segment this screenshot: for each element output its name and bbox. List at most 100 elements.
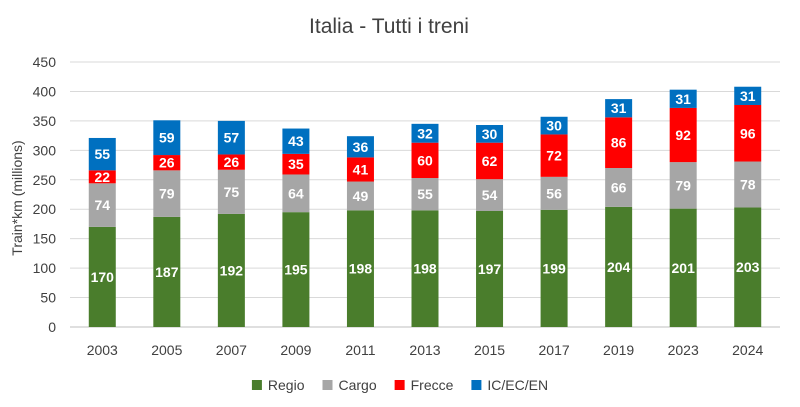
x-tick-label: 2017 xyxy=(539,342,570,358)
bar-segment xyxy=(605,168,633,207)
y-axis-label: Train*km (millions) xyxy=(9,140,25,255)
bar-segment xyxy=(476,179,504,211)
legend-swatch xyxy=(394,380,405,390)
data-label: 198 xyxy=(413,261,437,277)
x-tick-label: 2023 xyxy=(668,342,699,358)
y-tick-label: 450 xyxy=(33,54,57,70)
y-tick-label: 200 xyxy=(33,201,57,217)
x-axis-ticks: 2003 2005 2007 2009 2011 2013 2015 2017 2019 2023… xyxy=(87,342,764,358)
bar-segment xyxy=(540,209,568,327)
legend: Regio Cargo Frecce IC/EC/EN xyxy=(251,377,548,393)
bar-segment xyxy=(734,86,762,105)
data-label: 187 xyxy=(155,264,179,280)
bar-segment xyxy=(153,155,181,171)
x-tick-label: 2007 xyxy=(216,342,247,358)
legend-label: IC/EC/EN xyxy=(487,377,548,393)
data-label: 26 xyxy=(159,155,175,171)
y-axis-ticks: 0 50 100 150 200 250 300 350 400 450 xyxy=(33,54,57,335)
data-label: 55 xyxy=(417,186,433,202)
data-label: 86 xyxy=(611,135,627,151)
legend-swatch xyxy=(251,380,262,390)
data-label: 195 xyxy=(284,262,308,278)
data-label: 74 xyxy=(94,197,110,213)
bar-segment xyxy=(411,123,439,143)
data-label: 22 xyxy=(94,169,110,185)
bar-segment xyxy=(734,161,762,208)
data-label: 92 xyxy=(675,127,691,143)
data-label: 41 xyxy=(353,161,369,177)
data-label: 72 xyxy=(546,148,562,164)
x-tick-label: 2024 xyxy=(732,342,763,358)
data-label: 201 xyxy=(672,260,696,276)
data-label: 199 xyxy=(542,260,566,276)
bar-segment xyxy=(282,128,310,154)
data-label: 78 xyxy=(740,176,756,192)
bar-segment xyxy=(476,142,504,180)
bar-segment xyxy=(411,178,439,211)
data-label: 55 xyxy=(94,146,110,162)
bar-segment xyxy=(734,104,762,162)
bar-segment xyxy=(540,116,568,135)
bar-segment xyxy=(217,120,245,155)
bar-segment xyxy=(282,174,310,213)
legend-label: Cargo xyxy=(338,377,376,393)
bar-segment xyxy=(669,89,697,108)
bar-segment xyxy=(346,181,374,211)
bar-segment xyxy=(669,162,697,209)
data-label: 31 xyxy=(611,100,627,116)
data-label: 197 xyxy=(478,261,502,277)
bar-segment xyxy=(669,208,697,327)
data-label: 56 xyxy=(546,185,562,201)
x-tick-label: 2019 xyxy=(603,342,634,358)
data-label: 49 xyxy=(353,188,369,204)
bar-segment xyxy=(669,107,697,163)
bar-segment xyxy=(217,169,245,214)
bar-segment xyxy=(282,153,310,175)
y-tick-label: 400 xyxy=(33,83,57,99)
bar-segment xyxy=(605,99,633,118)
bar-segment xyxy=(153,120,181,156)
bar-segment xyxy=(605,117,633,168)
data-label: 96 xyxy=(740,125,756,141)
bar-segment xyxy=(346,136,374,158)
bar-segment xyxy=(153,216,181,327)
bar-segment xyxy=(476,125,504,143)
bar-segment xyxy=(282,212,310,327)
bar-segment xyxy=(346,210,374,327)
data-label: 30 xyxy=(546,118,562,134)
data-label: 32 xyxy=(417,125,433,141)
bar-segment xyxy=(88,183,116,227)
data-label: 75 xyxy=(224,184,240,200)
data-label: 79 xyxy=(159,186,175,202)
bar-segment xyxy=(411,210,439,327)
data-label: 59 xyxy=(159,130,175,146)
bar-segment xyxy=(411,142,439,179)
bar-segment xyxy=(88,226,116,327)
data-label: 54 xyxy=(482,187,498,203)
bar-segment xyxy=(217,154,245,170)
bar-segment xyxy=(88,137,116,171)
data-label: 57 xyxy=(224,130,240,146)
data-label: 60 xyxy=(417,152,433,168)
data-label: 204 xyxy=(607,259,631,275)
data-label: 43 xyxy=(288,133,304,149)
data-label: 64 xyxy=(288,185,304,201)
bar-segment xyxy=(346,157,374,182)
bar-segment xyxy=(88,170,116,184)
legend-label: Regio xyxy=(268,377,305,393)
bar-segment xyxy=(476,210,504,327)
data-label: 170 xyxy=(91,269,115,285)
bar-segment xyxy=(605,206,633,327)
legend-swatch xyxy=(322,380,333,390)
bar-segment xyxy=(734,207,762,327)
x-tick-label: 2005 xyxy=(151,342,182,358)
legend-label: Frecce xyxy=(411,377,454,393)
x-tick-label: 2011 xyxy=(345,342,375,358)
y-tick-label: 300 xyxy=(33,142,57,158)
y-tick-label: 50 xyxy=(40,290,56,306)
data-label: 62 xyxy=(482,153,498,169)
data-label: 192 xyxy=(220,262,244,278)
data-label: 66 xyxy=(611,179,627,195)
